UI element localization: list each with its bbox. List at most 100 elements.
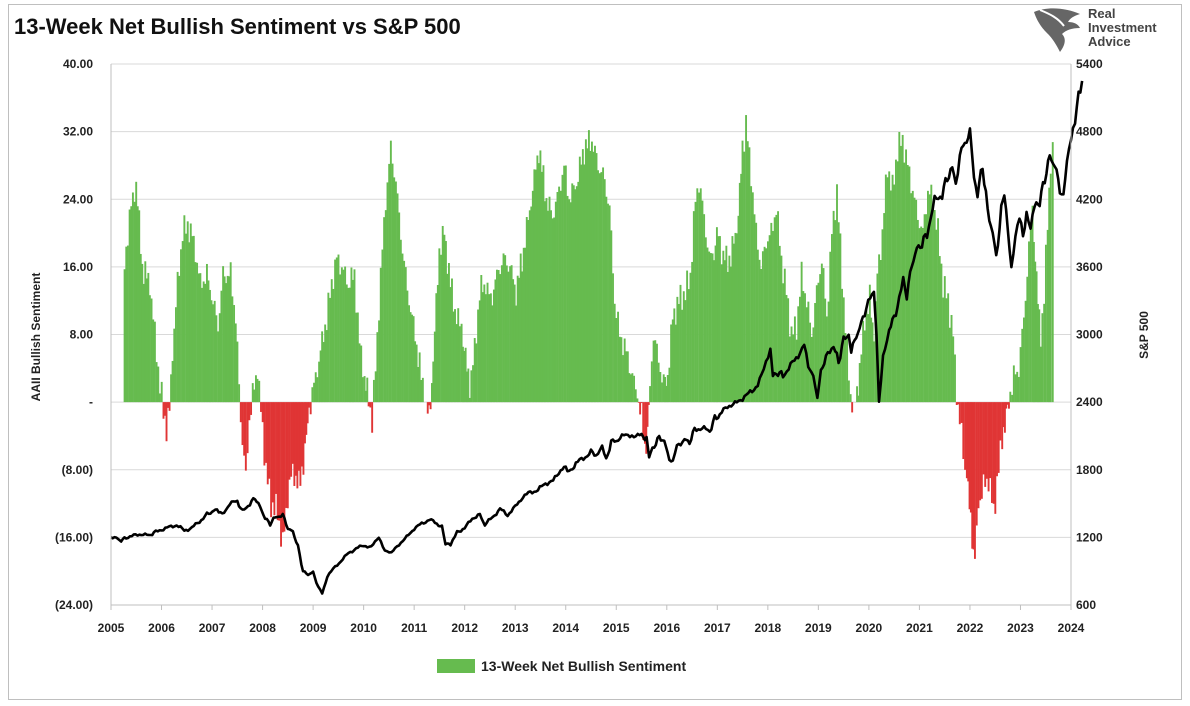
sentiment-bar-142-0 — [863, 330, 866, 403]
sentiment-bar-90-2 — [617, 311, 620, 403]
y-tick-label-0: 40.00 — [63, 57, 93, 71]
sentiment-bar-156-1 — [933, 210, 936, 403]
sentiment-bar-2-3 — [139, 253, 142, 403]
logo-line-2: Investment — [1088, 20, 1157, 35]
sentiment-bar-103-1 — [673, 308, 676, 403]
sentiment-bar-62-3 — [448, 263, 450, 403]
x-tick-label-4: 2009 — [300, 621, 327, 635]
sentiment-bar-72-1 — [497, 270, 500, 403]
sentiment-bar-129-2 — [809, 322, 812, 403]
sentiment-bar-157-2 — [940, 263, 943, 403]
sentiment-bar-37-0 — [313, 382, 316, 403]
sentiment-bar-130-0 — [810, 336, 813, 403]
sentiment-bar-63-1 — [451, 278, 453, 403]
sentiment-bar-53-2 — [398, 212, 401, 403]
sentiment-bar-11-1 — [178, 275, 181, 403]
sentiment-bar-122-1 — [772, 230, 774, 403]
sentiment-bar-108-0 — [698, 192, 701, 403]
sentiment-bar-51-2 — [388, 163, 391, 403]
x-tick-label-19: 2024 — [1058, 621, 1085, 635]
sentiment-bar-38-1 — [319, 350, 322, 403]
sentiment-bar-85-3 — [587, 130, 590, 403]
sentiment-bar-93-0 — [631, 373, 634, 403]
sentiment-bar-86-0 — [591, 141, 593, 403]
sentiment-bar-56-2 — [417, 367, 420, 403]
sentiment-bar-155-2 — [930, 184, 933, 403]
sentiment-bar-82-2 — [566, 195, 569, 403]
sentiment-bar-120-0 — [760, 268, 763, 403]
sentiment-bar-126-1 — [792, 334, 795, 403]
sentiment-bar-106-0 — [689, 272, 692, 403]
sentiment-bar-166-1 — [975, 402, 978, 526]
x-tick-label-16: 2021 — [906, 621, 933, 635]
x-tick-label-14: 2019 — [805, 621, 832, 635]
sentiment-bar-132-0 — [820, 263, 823, 403]
sentiment-bar-54-3 — [406, 290, 409, 403]
sentiment-bar-27-1 — [261, 402, 264, 423]
sentiment-bar-52-0 — [389, 140, 392, 403]
sentiment-bar-68-1 — [475, 343, 478, 403]
sentiment-bar-149-2 — [900, 145, 902, 403]
sentiment-bar-176-2 — [1021, 328, 1024, 403]
sentiment-bar-146-1 — [883, 213, 886, 403]
sentiment-bar-158-0 — [942, 297, 945, 403]
sentiment-bar-85-2 — [586, 148, 589, 403]
x-tick-label-12: 2017 — [704, 621, 731, 635]
sentiment-bar-61-1 — [440, 254, 442, 403]
sentiment-bar-65-1 — [461, 346, 464, 403]
sentiment-bar-172-2 — [1003, 402, 1006, 433]
sentiment-bar-114-0 — [729, 266, 732, 403]
y-tick-label-5: - — [89, 395, 93, 409]
sentiment-bar-101-2 — [665, 385, 668, 403]
sentiment-bar-169-0 — [987, 402, 990, 492]
y2-tick-label-6: 1800 — [1076, 463, 1103, 477]
sentiment-bar-93-2 — [634, 389, 637, 403]
sentiment-bar-116-0 — [741, 140, 744, 403]
sentiment-bar-170-0 — [992, 402, 995, 504]
sentiment-bar-91-3 — [623, 338, 626, 403]
sentiment-bar-62-0 — [443, 234, 446, 403]
sentiment-bar-148-0 — [891, 174, 894, 403]
sentiment-bar-24-0 — [248, 402, 251, 421]
sentiment-bar-3-0 — [141, 263, 144, 403]
sentiment-bar-150-0 — [901, 134, 904, 403]
y-tick-label-3: 16.00 — [63, 260, 93, 274]
sentiment-bar-35-0 — [304, 402, 306, 444]
sentiment-bar-86-2 — [594, 145, 596, 403]
sentiment-bar-67-0 — [468, 397, 471, 403]
sentiment-bar-176-0 — [1017, 376, 1020, 403]
sentiment-bar-156-2 — [935, 229, 938, 403]
sentiment-bar-89-1 — [610, 230, 613, 403]
sentiment-bar-83-0 — [568, 199, 571, 403]
sentiment-bar-167-1 — [979, 402, 982, 501]
sentiment-bar-87-1 — [598, 173, 601, 403]
sentiment-bar-81-0 — [558, 186, 561, 403]
sentiment-bar-112-0 — [717, 236, 720, 403]
sentiment-bar-69-1 — [480, 275, 483, 403]
sentiment-bar-177-1 — [1024, 300, 1027, 403]
sentiment-bar-105-1 — [686, 270, 689, 403]
sentiment-bar-71-3 — [494, 279, 497, 403]
sentiment-bar-83-1 — [569, 202, 572, 403]
sentiment-bar-65-0 — [460, 323, 463, 403]
sentiment-bar-51-1 — [386, 182, 389, 403]
sentiment-bar-4-1 — [150, 298, 153, 403]
sentiment-bar-172-0 — [1001, 402, 1004, 450]
sentiment-bar-66-0 — [464, 347, 467, 403]
sentiment-bar-33-2 — [294, 402, 297, 476]
sentiment-bar-26-1 — [258, 380, 261, 403]
sentiment-bar-107-0 — [694, 201, 697, 403]
sentiment-bar-42-2 — [344, 266, 347, 403]
sentiment-area — [123, 115, 1054, 559]
sentiment-bar-105-2 — [687, 289, 690, 403]
sentiment-bar-142-1 — [865, 308, 868, 403]
sentiment-bar-3-3 — [145, 278, 148, 403]
sentiment-bar-26-0 — [256, 378, 259, 403]
sentiment-bar-75-0 — [515, 305, 518, 403]
sentiment-bar-90-0 — [613, 303, 616, 403]
sentiment-bar-110-2 — [711, 253, 714, 403]
sentiment-bar-7-1 — [164, 402, 166, 416]
sentiment-bar-146-0 — [881, 229, 884, 403]
sentiment-bar-112-1 — [719, 236, 721, 403]
sentiment-bar-39-1 — [327, 292, 330, 403]
